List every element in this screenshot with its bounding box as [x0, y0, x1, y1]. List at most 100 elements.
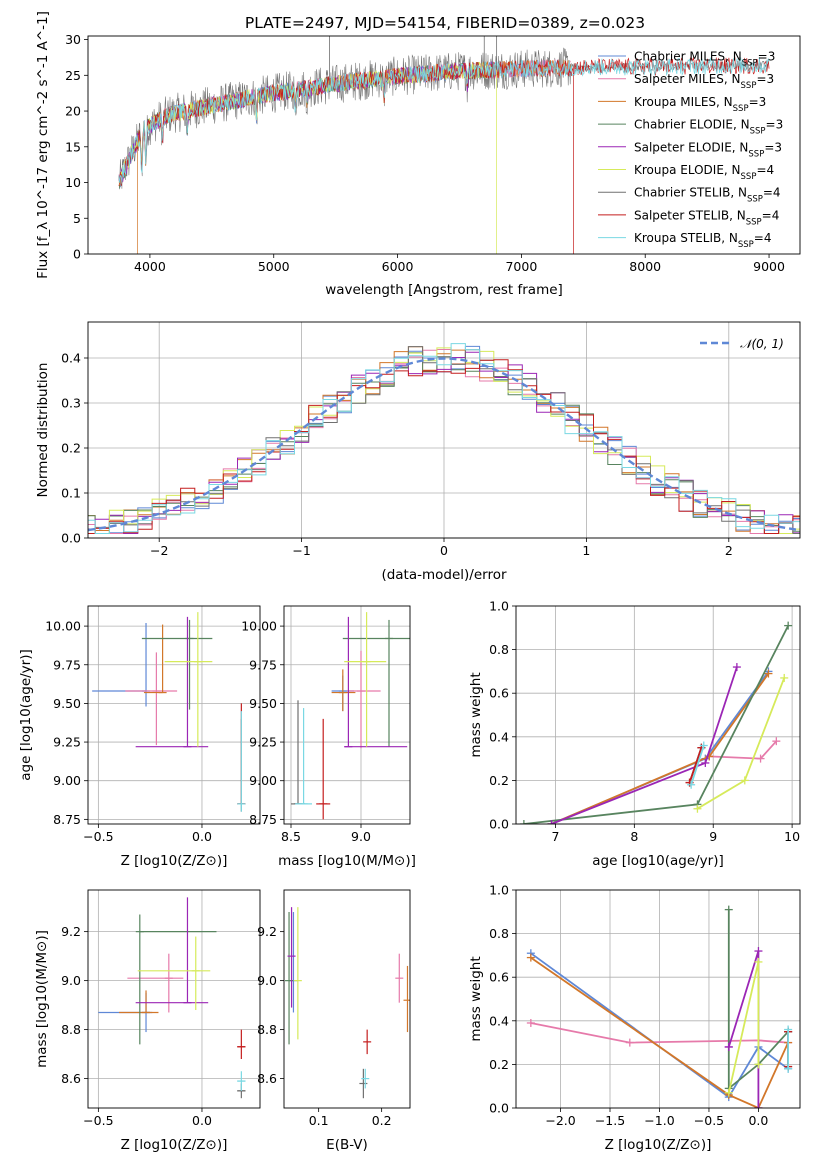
y-tick-label: 9.50 [249, 696, 277, 711]
x-tick-label: 10 [784, 829, 800, 844]
y-axis-label: Flux [f_λ 10^-17 erg cm^-2 s^-1 A^-1] [35, 11, 51, 279]
errorbar-kroupa-miles [331, 669, 356, 712]
y-tick-label: 15 [65, 139, 81, 154]
y-tick-label: 0.8 [489, 642, 509, 657]
y-tick-label: 1.0 [489, 599, 509, 614]
x-tick-label: 4000 [134, 259, 166, 274]
errorbar-kroupa-stelib [237, 711, 246, 812]
legend-label: Chabrier ELODIE, NSSP=3 [634, 118, 783, 137]
series-line [523, 625, 790, 824]
y-axis-label: mass weight [468, 672, 484, 757]
figure-title: PLATE=2497, MJD=54154, FIBERID=0389, z=0… [245, 14, 645, 32]
axes-frame [515, 889, 801, 1109]
errorbar-kroupa-elodie [344, 612, 387, 747]
x-tick-label: 0.0 [192, 829, 212, 844]
plot-residual_hist: −2 −1 0 1 2 0.0 0.1 0.2 0.3 0.4 𝒩(0, 1) (data-model… [35, 321, 801, 583]
y-tick-label: 9.75 [53, 657, 81, 672]
x-tick-label: 0.0 [192, 1113, 212, 1128]
y-tick-label: 0.0 [489, 817, 509, 832]
legend-label: Salpeter MILES, NSSP=3 [634, 72, 774, 91]
y-tick-label: 0.2 [61, 441, 81, 456]
y-tick-label: 9.00 [249, 773, 277, 788]
plot-age_vs_Z: −0.5 0.0 8.75 9.00 9.25 9.50 9.75 10.00 Z [log10… [18, 605, 261, 869]
series-line [551, 673, 770, 824]
y-tick-label: 9.25 [53, 735, 81, 750]
spectrum-line-kroupa-stelib [118, 57, 770, 184]
y-tick-label: 8.8 [61, 1022, 81, 1037]
axes-frame [87, 605, 261, 825]
y-tick-label: 0.1 [61, 486, 81, 501]
hist-chabrier-stelib [88, 346, 800, 534]
errorbar-salpeter-miles [127, 953, 184, 1013]
plot-weight_vs_Z: −2.0 −1.5 −1.0 −0.5 0.0 0.0 0.2 0.4 0.6 0.8 1.0 Z [… [468, 883, 801, 1153]
y-tick-label: 20 [65, 104, 81, 119]
series-kroupa-elodie [724, 957, 763, 1097]
errorbar-salpeter-elodie [344, 616, 408, 748]
x-axis-label: Z [log10(Z/Z⊙)] [121, 1137, 228, 1153]
x-tick-label: 0.1 [309, 1113, 329, 1128]
series-line [551, 670, 770, 824]
y-tick-label: 0.0 [61, 531, 81, 546]
y-tick-label: 9.25 [249, 735, 277, 750]
x-tick-label: 8.5 [281, 829, 301, 844]
y-axis-label: Normed distribution [35, 363, 51, 498]
y-tick-label: 0.4 [489, 1013, 509, 1028]
series-line [530, 1022, 789, 1044]
x-tick-label: 8000 [629, 259, 661, 274]
plot-weight_vs_age: 7 8 9 10 0.0 0.2 0.4 0.6 0.8 1.0 age [log10(age/yr… [468, 599, 801, 869]
series-chabrier-miles [547, 667, 773, 824]
errorbar-salpeter-miles [395, 953, 404, 1003]
errorbar-salpeter-miles [125, 652, 178, 746]
series-kroupa-elodie [693, 673, 789, 813]
y-tick-label: 0.6 [489, 686, 509, 701]
axes-frame [283, 889, 411, 1109]
x-tick-label: −1.0 [644, 1113, 674, 1128]
y-axis-label: mass [log10(M/M⊙)] [34, 930, 50, 1068]
errorbar-kroupa-miles [119, 990, 159, 1014]
x-tick-label: −0.5 [83, 829, 113, 844]
x-tick-label: 5000 [258, 259, 290, 274]
axes-frame [87, 35, 801, 255]
y-tick-label: 0.6 [489, 970, 509, 985]
x-tick-label: 7 [551, 829, 559, 844]
legend-label: Kroupa ELODIE, NSSP=4 [634, 163, 774, 182]
series-line [696, 677, 786, 810]
y-tick-label: 0 [73, 247, 81, 262]
axes-frame [283, 605, 411, 825]
gaussian-curve [88, 357, 800, 532]
plot-mass_vs_Z: −0.5 0.0 8.6 8.8 9.0 9.2 Z [log10(Z/Z⊙)] mass [… [34, 889, 261, 1153]
legend-label: Kroupa STELIB, NSSP=4 [634, 231, 772, 250]
x-tick-label: 2 [725, 543, 733, 558]
x-tick-label: 6000 [382, 259, 414, 274]
errorbar-kroupa-elodie [293, 907, 302, 1040]
y-tick-label: 0.0 [489, 1101, 509, 1116]
errorbar-kroupa-elodie [137, 936, 211, 1011]
y-tick-label: 30 [65, 32, 81, 47]
series-salpeter-elodie [547, 663, 741, 824]
x-axis-label: (data-model)/error [381, 567, 507, 583]
errorbar-chabrier-elodie [342, 619, 410, 747]
errorbar-salpeter-elodie [135, 616, 209, 748]
x-tick-label: 9.0 [351, 829, 371, 844]
series-line [690, 745, 705, 786]
errorbar-chabrier-miles [289, 912, 298, 1013]
y-tick-label: 9.0 [61, 973, 81, 988]
x-tick-label: 0.2 [372, 1113, 392, 1128]
errorbar-salpeter-elodie [287, 907, 296, 1008]
plot-age_vs_mass: 8.5 9.0 8.75 9.00 9.25 9.50 9.75 10.00 mass [log… [241, 605, 416, 869]
x-tick-label: 1 [582, 543, 590, 558]
y-tick-label: 8.6 [61, 1071, 81, 1086]
x-tick-label: −2.0 [545, 1113, 575, 1128]
errorbar-kroupa-stelib [295, 708, 312, 805]
hist-kroupa-stelib [88, 343, 800, 534]
series-line [530, 956, 789, 1108]
errorbar-salpeter-stelib [237, 1029, 246, 1060]
errorbar-chabrier-stelib [359, 1068, 368, 1099]
errorbar-salpeter-miles [347, 650, 381, 749]
y-tick-label: 0.2 [489, 773, 509, 788]
legend-label: 𝒩(0, 1) [740, 337, 784, 351]
errorbar-kroupa-stelib [361, 1068, 370, 1089]
x-tick-label: 9 [709, 829, 717, 844]
